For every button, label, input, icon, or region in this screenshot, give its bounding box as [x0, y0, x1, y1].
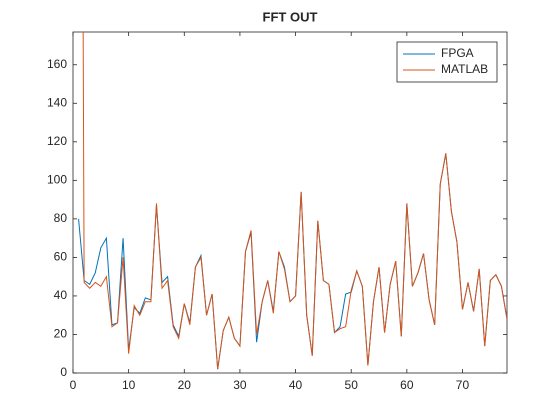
x-tick-label: 10	[122, 378, 136, 392]
y-tick-label: 0	[60, 365, 67, 379]
y-tick-label: 40	[54, 288, 68, 302]
y-tick-label: 80	[54, 211, 68, 225]
legend-label: FPGA	[441, 46, 474, 60]
x-tick-label: 0	[70, 378, 77, 392]
x-tick-label: 60	[400, 378, 414, 392]
series-line	[82, 32, 507, 370]
x-tick-label: 70	[456, 378, 470, 392]
chart-title: FFT OUT	[263, 9, 318, 24]
legend-label: MATLAB	[441, 62, 488, 76]
y-tick-label: 120	[47, 134, 67, 148]
x-tick-label: 40	[289, 378, 303, 392]
y-tick-label: 160	[47, 57, 67, 71]
x-tick-label: 50	[345, 378, 359, 392]
series-group	[78, 32, 507, 370]
y-tick-label: 60	[54, 250, 68, 264]
plot-area	[72, 31, 508, 374]
x-tick-label: 30	[233, 378, 247, 392]
legend-box	[396, 41, 498, 83]
y-tick-label: 100	[47, 173, 67, 187]
y-tick-label: 140	[47, 95, 67, 109]
y-tick-label: 20	[54, 327, 68, 341]
x-tick-label: 20	[178, 378, 192, 392]
